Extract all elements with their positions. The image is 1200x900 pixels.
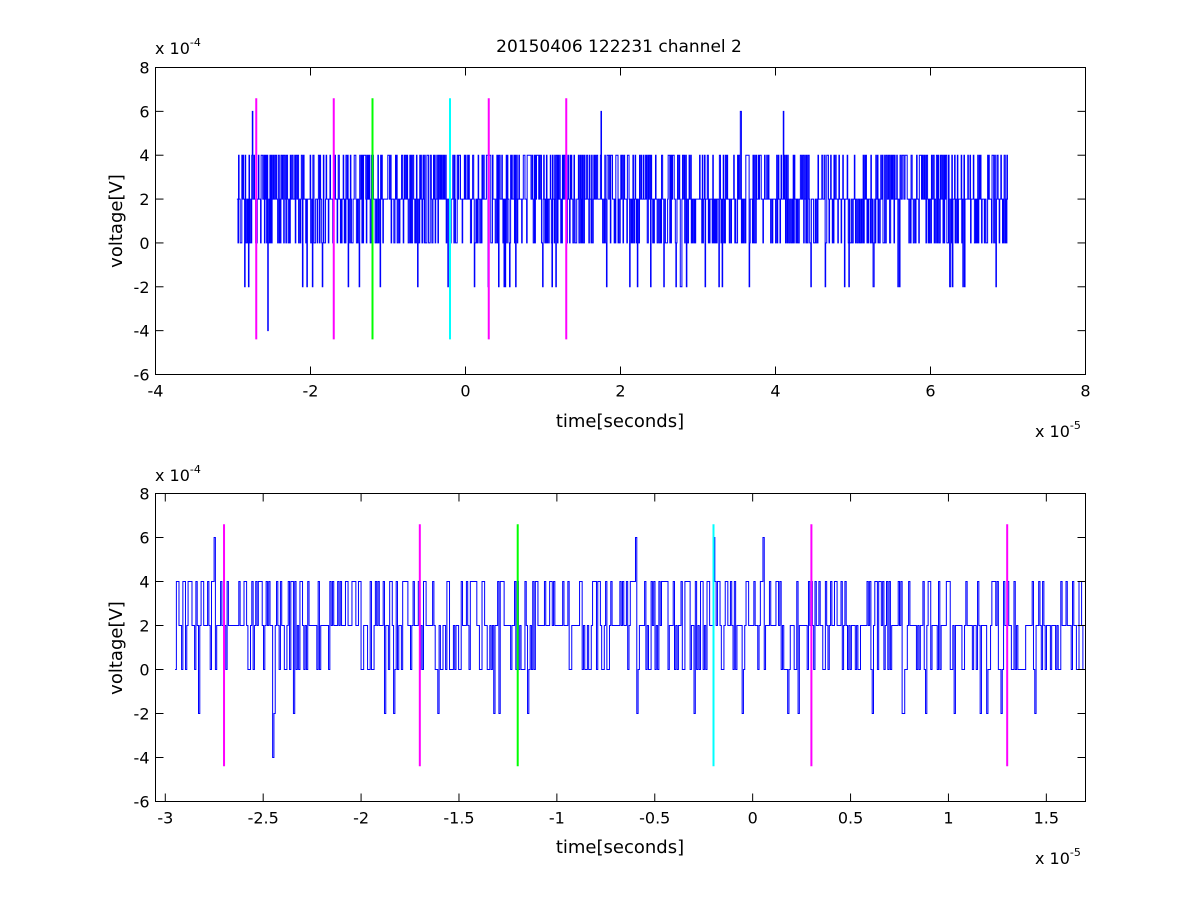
top-signal-trace	[236, 110, 1008, 332]
bottom-x-tick-label: 0.5	[838, 809, 863, 828]
bottom-y-tick-label: 0	[139, 661, 149, 680]
figure-title: 20150406 122231 channel 2	[496, 37, 742, 57]
top-y-ticks: -6 -4 -2 0 2 4 6 8	[134, 59, 1086, 385]
top-y-tick-label: -4	[134, 322, 150, 341]
bottom-x-tick-label: 0	[748, 809, 758, 828]
top-x-exponent-label: x 10-5	[1035, 419, 1081, 441]
top-x-ticks: -4 -2 0 2 4 6 8	[148, 67, 1091, 401]
bottom-x-tick-label: 1	[943, 809, 953, 828]
bottom-y-tick-label: 8	[139, 485, 149, 504]
bottom-y-ticks: -6 -4 -2 0 2 4 6 8	[134, 485, 1086, 812]
top-x-axis-label: time[seconds]	[556, 411, 684, 432]
bottom-x-exponent-label: x 10-5	[1035, 846, 1081, 868]
top-y-tick-label: 8	[139, 59, 149, 78]
bottom-y-exponent-label: x 10-4	[155, 463, 201, 485]
bottom-y-tick-label: 2	[139, 617, 149, 636]
bottom-x-exponent: -5	[1070, 846, 1081, 859]
bottom-y-tick-label: 6	[139, 529, 149, 548]
bottom-y-tick-label: 4	[139, 573, 149, 592]
bottom-x-tick-label: -2.5	[248, 809, 279, 828]
top-x-tick-label: 6	[925, 382, 935, 401]
bottom-y-exponent: -4	[190, 463, 201, 476]
top-x-tick-label: -4	[148, 382, 164, 401]
top-y-tick-label: 6	[139, 102, 149, 121]
bottom-x-tick-label: -1.5	[443, 809, 474, 828]
top-y-tick-label: -2	[134, 278, 150, 297]
bottom-axes-box	[155, 493, 1086, 802]
bottom-subplot: -3 -2.5 -2 -1.5 -1 -0.5 0 0.5 1 1.5 -6 -4 -2 0 2 4 6 8 x…	[106, 463, 1086, 868]
top-x-tick-label: 8	[1080, 382, 1090, 401]
top-y-tick-label: 4	[139, 146, 149, 165]
top-y-axis-label: voltage[V]	[106, 174, 127, 268]
bottom-x-tick-label: -1	[549, 809, 565, 828]
bottom-y-tick-label: -2	[134, 705, 150, 724]
bottom-signal-trace	[175, 537, 1086, 758]
top-x-tick-label: 4	[770, 382, 780, 401]
top-y-tick-label: -6	[134, 366, 150, 385]
bottom-x-tick-label: -3	[157, 809, 173, 828]
top-y-exponent-label: x 10-4	[155, 36, 201, 58]
bottom-x-ticks: -3 -2.5 -2 -1.5 -1 -0.5 0 0.5 1 1.5	[157, 493, 1059, 828]
top-x-exponent: -5	[1070, 419, 1081, 432]
bottom-x-tick-label: 1.5	[1034, 809, 1059, 828]
bottom-y-axis-label: voltage[V]	[106, 601, 127, 695]
bottom-y-tick-label: -4	[134, 749, 150, 768]
top-x-tick-label: -2	[303, 382, 319, 401]
bottom-x-axis-label: time[seconds]	[556, 837, 684, 858]
top-y-tick-label: 2	[139, 190, 149, 209]
bottom-x-tick-label: -0.5	[639, 809, 670, 828]
top-plot-clip-area	[236, 98, 1008, 340]
top-y-tick-label: 0	[139, 234, 149, 253]
top-y-exponent: -4	[190, 36, 201, 49]
bottom-x-tick-label: -2	[353, 809, 369, 828]
bottom-plot-clip-area	[175, 524, 1086, 767]
bottom-y-tick-label: -6	[134, 793, 150, 812]
top-x-tick-label: 0	[460, 382, 470, 401]
top-x-tick-label: 2	[615, 382, 625, 401]
